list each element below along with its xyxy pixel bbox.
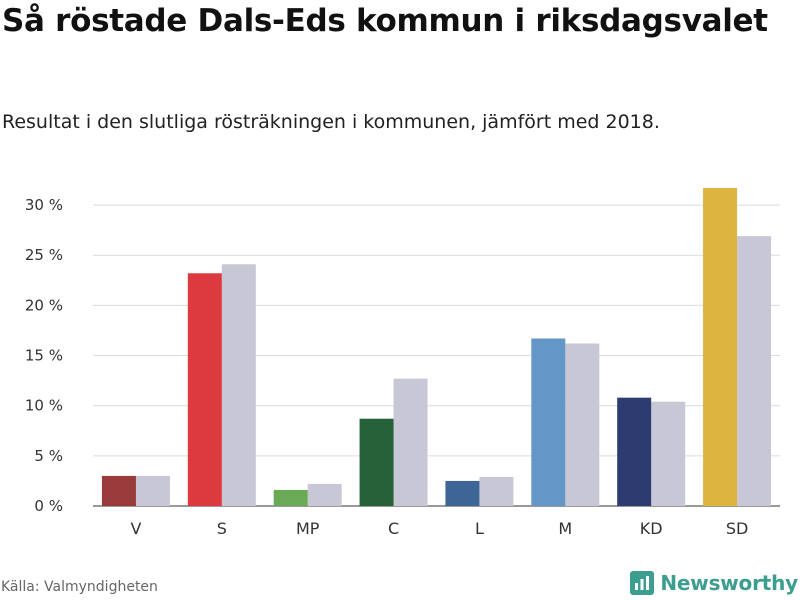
bar-2018-l xyxy=(479,476,514,506)
y-tick-label: 20 % xyxy=(25,296,63,314)
source-note: Källa: Valmyndigheten xyxy=(1,579,158,595)
x-tick-label: KD xyxy=(640,519,663,538)
y-tick-label: 25 % xyxy=(25,246,63,264)
y-tick-label: 10 % xyxy=(25,397,63,415)
x-tick-label: C xyxy=(388,519,399,538)
bar-2022-v xyxy=(101,475,136,506)
y-tick-label: 0 % xyxy=(34,497,63,515)
bar-2018-c xyxy=(393,378,428,506)
y-tick-label: 5 % xyxy=(34,447,63,465)
bar-2022-mp xyxy=(273,489,308,506)
bar-2018-s xyxy=(221,264,256,506)
chart-title: Så röstade Dals-Eds kommun i riksdagsval… xyxy=(2,3,768,39)
y-tick-label: 30 % xyxy=(25,196,63,214)
newsworthy-logo-icon xyxy=(630,571,655,595)
y-tick-label: 15 % xyxy=(25,347,63,365)
x-tick-label: S xyxy=(217,519,227,538)
bar-2022-l xyxy=(445,480,480,506)
x-tick-label: L xyxy=(475,519,484,538)
bar-2018-kd xyxy=(651,401,686,506)
x-axis-ticks: V S MP C L M KD SD xyxy=(130,519,748,538)
brand-logo: Newsworthy xyxy=(630,568,798,598)
bar-2022-sd xyxy=(703,188,738,507)
x-tick-label: V xyxy=(130,519,141,538)
y-axis-ticks: 0 % 5 % 10 % 15 % 20 % 25 % 30 % xyxy=(25,196,63,515)
bars xyxy=(101,188,772,507)
bar-2022-kd xyxy=(617,397,652,506)
bar-2018-mp xyxy=(307,483,342,506)
x-tick-label: MP xyxy=(296,519,320,538)
chart-subtitle: Resultat i den slutliga rösträkningen i … xyxy=(2,111,660,133)
x-tick-label: SD xyxy=(726,519,748,538)
bar-2018-sd xyxy=(737,236,772,506)
bar-2018-m xyxy=(565,343,600,506)
bar-2018-v xyxy=(135,475,170,506)
bar-2022-c xyxy=(359,418,394,506)
bar-2022-s xyxy=(187,273,222,506)
x-tick-label: M xyxy=(558,519,572,538)
bar-2022-m xyxy=(531,338,566,506)
brand-name: Newsworthy xyxy=(660,571,798,595)
